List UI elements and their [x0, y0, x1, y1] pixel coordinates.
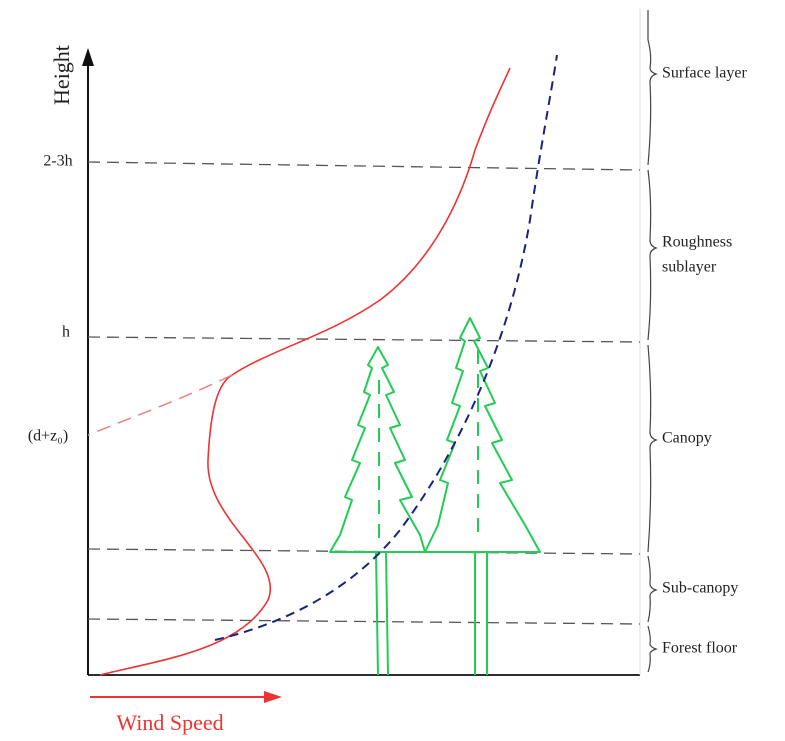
log-profile — [214, 54, 558, 641]
tree — [329, 346, 426, 676]
height-mark: h — [62, 324, 70, 341]
level-line — [87, 618, 641, 625]
brace — [647, 10, 658, 166]
y-axis-arrow — [82, 48, 94, 66]
brace — [647, 344, 658, 553]
level-line — [87, 161, 641, 171]
layer-label: sublayer — [662, 259, 717, 276]
x-axis-arrowhead — [264, 691, 282, 703]
tree — [424, 317, 541, 675]
height-mark: (d+z₀) — [28, 428, 68, 445]
wind-profile — [99, 67, 511, 676]
layer-label: Forest floor — [662, 640, 738, 657]
brace — [647, 555, 658, 623]
brace — [647, 169, 658, 341]
x-axis-label: Wind Speed — [116, 710, 223, 735]
brace — [647, 625, 658, 673]
level-line — [87, 336, 641, 343]
layer-label: Canopy — [662, 430, 712, 447]
height-mark: 2-3h — [43, 153, 72, 170]
extrapolated-profile — [87, 374, 233, 436]
layer-label: Roughness — [662, 234, 732, 251]
y-axis-label: Height — [49, 45, 74, 105]
layer-label: Sub-canopy — [662, 580, 738, 597]
layer-label: Surface layer — [662, 65, 748, 82]
